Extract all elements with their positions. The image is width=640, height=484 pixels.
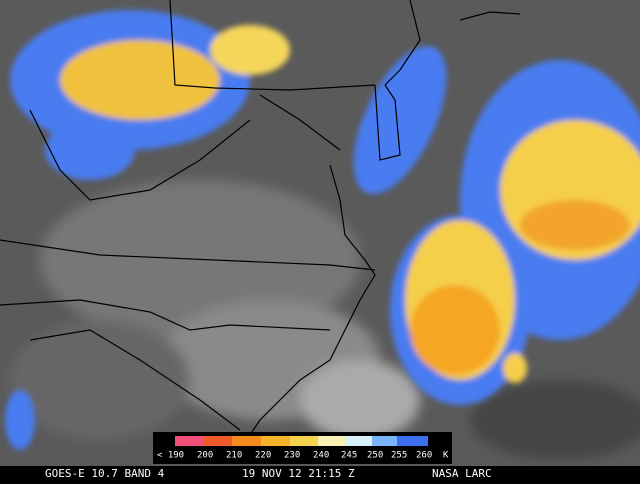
colorbar-segment bbox=[232, 436, 261, 446]
colorbar-unit: K bbox=[443, 451, 449, 461]
colorbar-label: 210 bbox=[226, 451, 242, 461]
cold-clouds bbox=[5, 10, 640, 450]
source-label: NASA LARC bbox=[432, 467, 492, 480]
colorbar-label: 260 bbox=[416, 451, 432, 461]
colorbar-label: 200 bbox=[197, 451, 213, 461]
colorbar-segment bbox=[175, 436, 203, 446]
footer-band bbox=[0, 466, 640, 480]
colorbar-segment bbox=[346, 436, 372, 446]
colorbar-label: 220 bbox=[255, 451, 271, 461]
colorbar-label: 250 bbox=[367, 451, 383, 461]
satellite-label: GOES-E 10.7 BAND 4 bbox=[45, 467, 165, 480]
colorbar-segment bbox=[318, 436, 346, 446]
colorbar-label: 230 bbox=[284, 451, 300, 461]
colorbar-segment bbox=[397, 436, 428, 446]
borders bbox=[0, 0, 521, 451]
colorbar-label: 245 bbox=[341, 451, 357, 461]
colorbar-label: 240 bbox=[313, 451, 329, 461]
colorbar-segment bbox=[261, 436, 290, 446]
colorbar-segment bbox=[203, 436, 232, 446]
colorbar-label: < 190 bbox=[157, 451, 184, 461]
colorbar: < 190 200 210 220 230 240 245 250 255 260 bbox=[157, 436, 432, 461]
datetime-label: 19 NOV 12 21:15 Z bbox=[242, 467, 355, 480]
colorbar-segment bbox=[290, 436, 318, 446]
colorbar-segment bbox=[372, 436, 397, 446]
colorbar-label: 255 bbox=[391, 451, 407, 461]
